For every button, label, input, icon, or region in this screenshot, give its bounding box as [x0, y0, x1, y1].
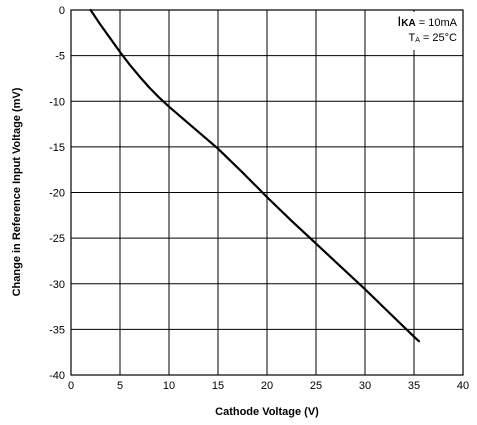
annotation-ika-symbol: I — [397, 13, 401, 29]
annotation-ta-subscript: A — [415, 37, 420, 44]
x-tick-label: 35 — [408, 380, 420, 392]
annotation-ta-value: = 25°C — [420, 32, 457, 44]
y-tick-label: -25 — [49, 233, 65, 245]
y-tick-label: 0 — [59, 5, 65, 17]
grid — [71, 10, 463, 375]
plot-border — [70, 9, 464, 376]
annotation-ika: IKA = 10mA — [397, 13, 457, 29]
annotation-ta-symbol: T — [408, 32, 415, 44]
y-tick-label: -15 — [49, 142, 65, 154]
series — [89, 8, 420, 343]
y-tick-label: -35 — [49, 324, 65, 336]
y-tick-label: -30 — [49, 279, 65, 291]
tick-labels: 0 5 10 15 20 25 30 35 40 0 -5 -10 -15 -20 -25 -30 -35 -40 — [49, 5, 469, 392]
annotation-ika-subscript: KA — [401, 18, 415, 29]
y-tick-label: -5 — [55, 51, 65, 63]
x-tick-label: 5 — [117, 380, 123, 392]
x-tick-label: 15 — [212, 380, 224, 392]
y-tick-label: -40 — [49, 370, 65, 382]
series-line — [89, 8, 420, 343]
x-tick-label: 40 — [457, 380, 469, 392]
x-tick-label: 25 — [310, 380, 322, 392]
annotation-ika-value: = 10mA — [416, 17, 458, 29]
x-tick-label: 30 — [359, 380, 371, 392]
x-tick-label: 0 — [68, 380, 74, 392]
x-tick-label: 20 — [261, 380, 273, 392]
y-tick-label: -10 — [49, 96, 65, 108]
x-axis-title: Cathode Voltage (V) — [215, 406, 319, 418]
annotation-box — [378, 12, 460, 50]
y-tick-label: -20 — [49, 188, 65, 200]
x-tick-label: 10 — [163, 380, 175, 392]
annotation-ta: TA = 25°C — [408, 32, 457, 44]
y-axis-title: Change in Reference Input Voltage (mV) — [11, 87, 23, 296]
